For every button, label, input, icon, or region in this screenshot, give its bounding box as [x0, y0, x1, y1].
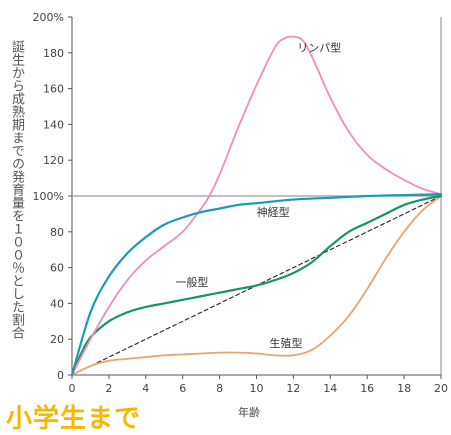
- y-tick-label: 40: [50, 297, 64, 310]
- x-tick-label: 18: [397, 382, 411, 395]
- y-tick-label: 140: [43, 118, 64, 131]
- x-tick-label: 14: [323, 382, 337, 395]
- y-tick-label: 160: [43, 83, 64, 96]
- y-tick-label: 180: [43, 47, 64, 60]
- y-tick-label: 60: [50, 262, 64, 275]
- x-tick-label: 6: [179, 382, 186, 395]
- x-tick-label: 4: [142, 382, 149, 395]
- series-line-2: [70, 194, 443, 377]
- series-layer: [70, 35, 443, 377]
- x-tick-label: 8: [216, 382, 223, 395]
- x-axis-label: 年齢: [238, 406, 260, 419]
- series-label-2: 一般型: [175, 275, 208, 289]
- x-tick-label: 2: [105, 382, 112, 395]
- y-tick-label: 0: [57, 369, 64, 382]
- y-tick-label: 200%: [33, 11, 64, 24]
- y-tick-label: 80: [50, 226, 64, 239]
- series-line-1: [70, 193, 443, 377]
- series-line-0: [71, 35, 442, 376]
- growth-curve-chart: 0 20 40 60 80 100% 120 140 160 180 200% 0 2 4 6 8 10 12 14…: [33, 11, 448, 395]
- series-label-1: 神経型: [257, 205, 290, 219]
- caption-text: 小学生まで: [6, 404, 142, 434]
- x-tick-label: 0: [69, 382, 76, 395]
- x-tick-label: 12: [286, 382, 300, 395]
- x-tick-label: 10: [250, 382, 264, 395]
- series-label-0: リンパ型: [297, 40, 341, 54]
- x-tick-label: 20: [434, 382, 448, 395]
- series-line-3: [71, 195, 442, 376]
- y-tick-label: 120: [43, 154, 64, 167]
- chart-axes: 0 20 40 60 80 100% 120 140 160 180 200% 0 2 4 6 8 10 12 14…: [33, 11, 448, 395]
- y-tick-label: 100%: [33, 190, 64, 203]
- series-label-3: 生殖型: [270, 336, 303, 350]
- x-tick-label: 16: [360, 382, 374, 395]
- y-tick-label: 20: [50, 333, 64, 346]
- y-axis-label: 誕生から成熟期までの発育量を１００％とした割合: [9, 40, 24, 339]
